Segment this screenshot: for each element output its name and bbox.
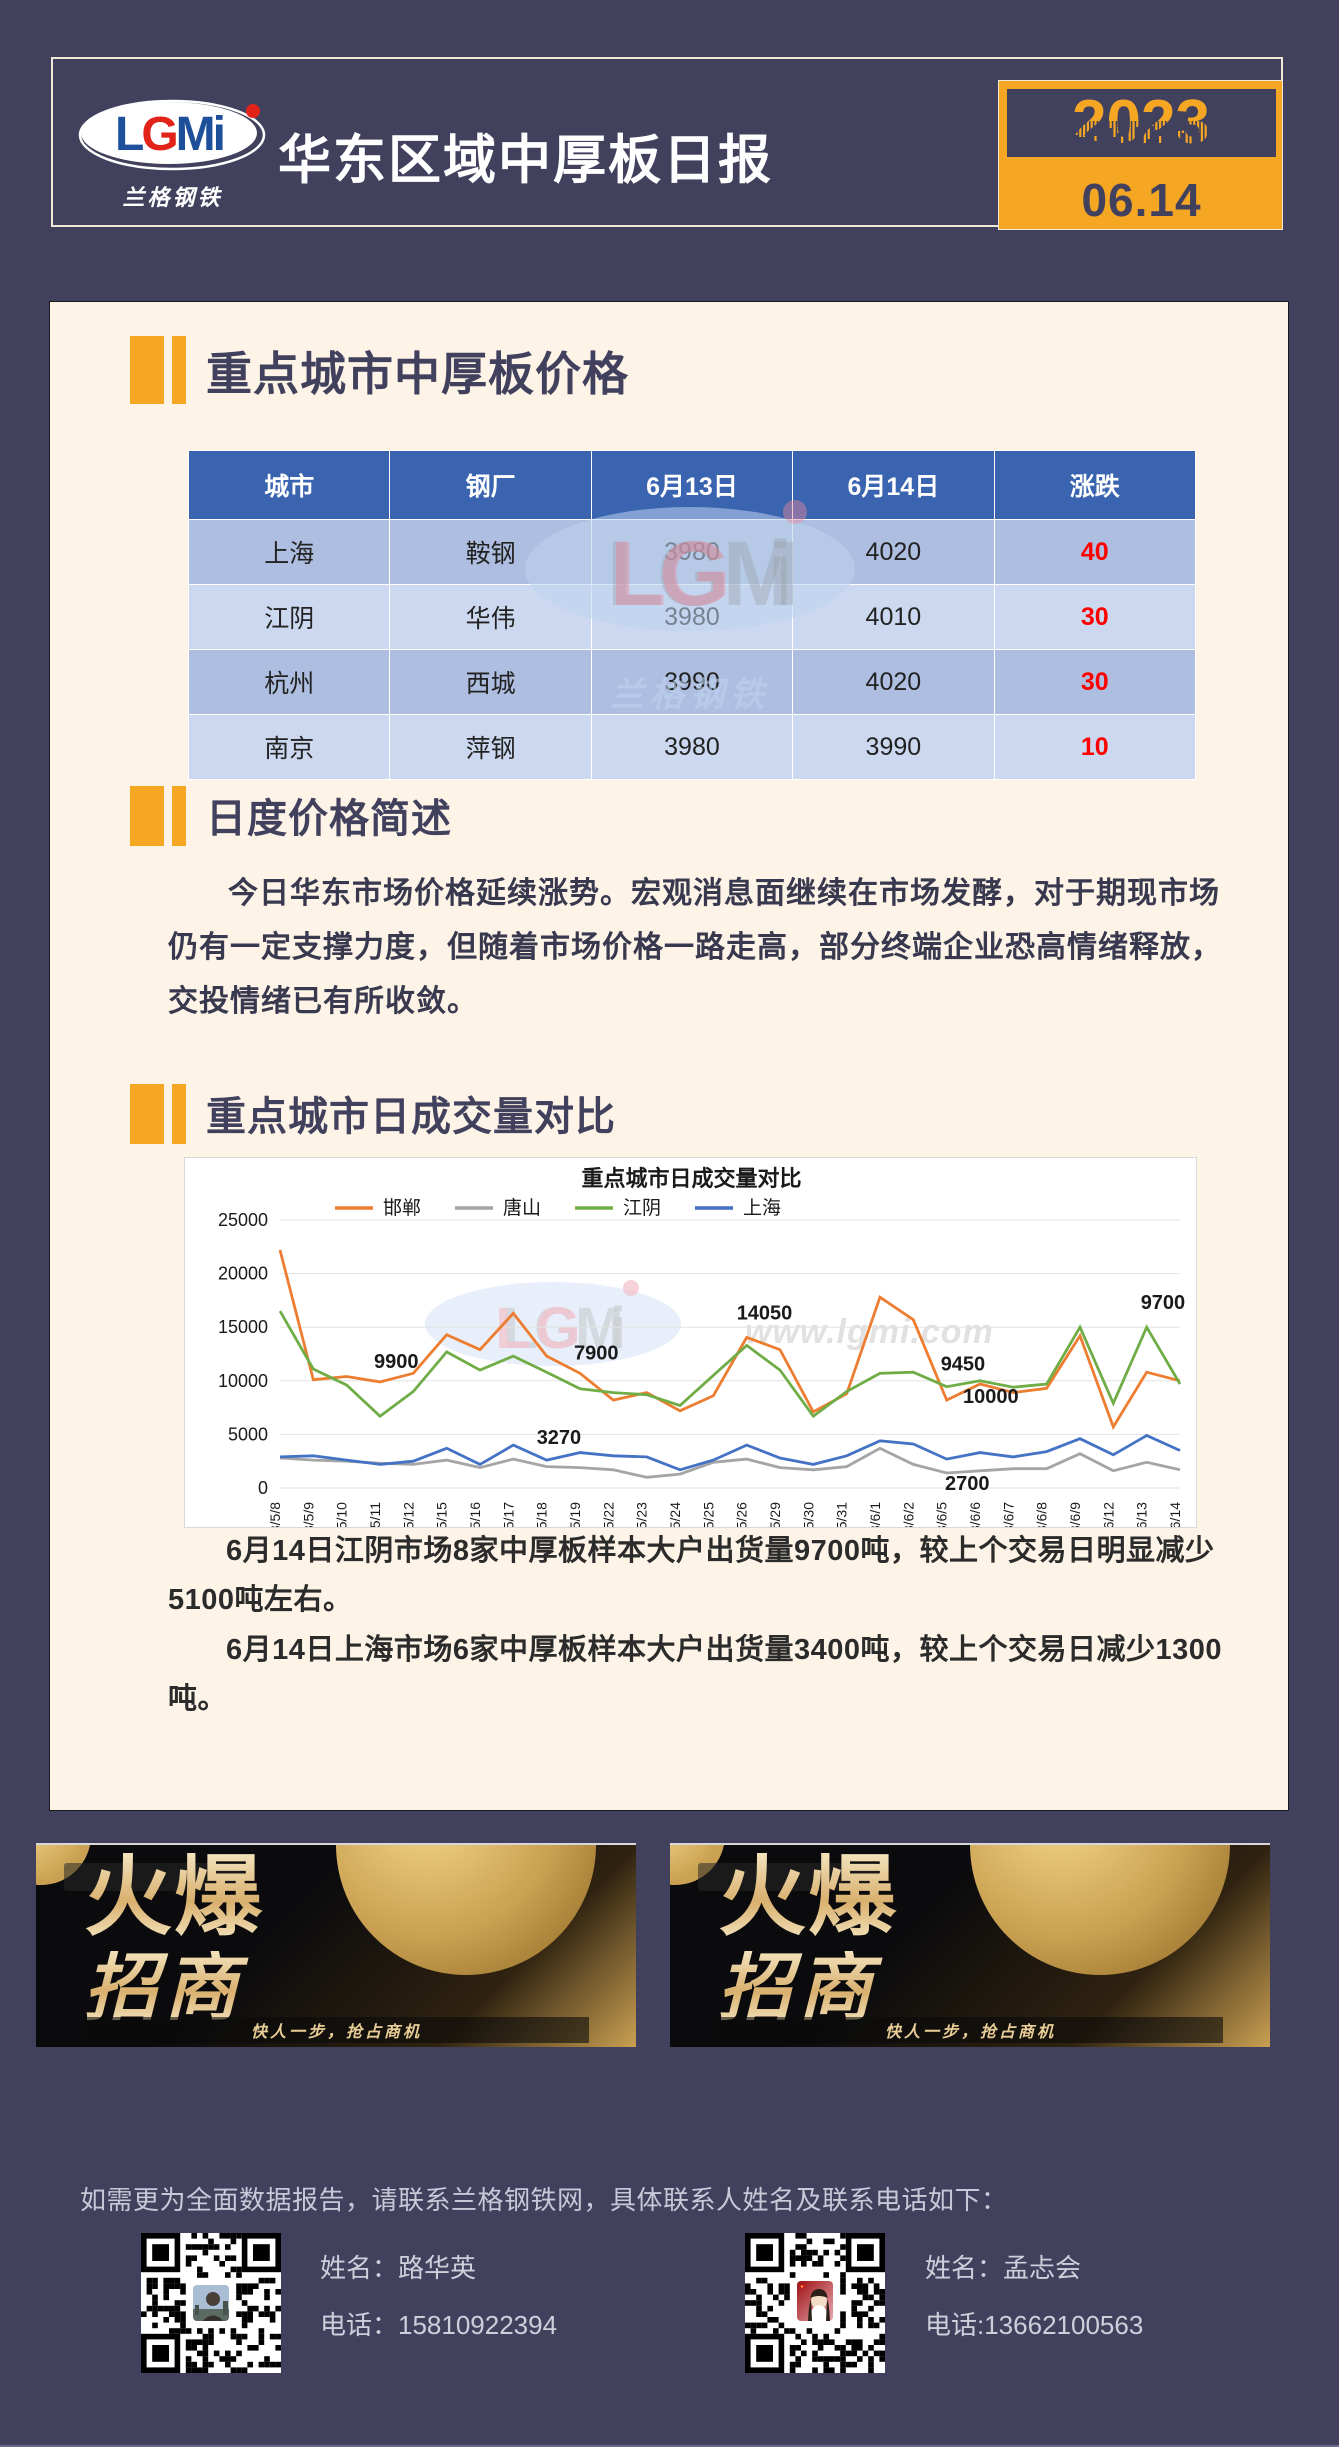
svg-text:2023/5/26: 2023/5/26 [734, 1502, 750, 1528]
svg-text:2023/6/8: 2023/6/8 [1034, 1502, 1050, 1528]
svg-text:2023/5/29: 2023/5/29 [767, 1502, 783, 1528]
svg-text:2023/6/7: 2023/6/7 [1000, 1502, 1016, 1528]
svg-text:2023/5/22: 2023/5/22 [600, 1502, 616, 1528]
svg-text:2023/5/16: 2023/5/16 [467, 1502, 483, 1528]
svg-text:2023/6/1: 2023/6/1 [867, 1502, 883, 1528]
svg-text:2023/5/23: 2023/5/23 [634, 1502, 650, 1528]
svg-text:唐山: 唐山 [503, 1197, 541, 1219]
svg-text:2023/5/17: 2023/5/17 [500, 1502, 516, 1528]
svg-text:2023/6/12: 2023/6/12 [1100, 1502, 1116, 1528]
svg-text:2023/5/8: 2023/5/8 [267, 1502, 283, 1528]
svg-text:2023/5/31: 2023/5/31 [834, 1502, 850, 1528]
svg-text:10000: 10000 [963, 1386, 1019, 1408]
svg-text:0: 0 [258, 1478, 268, 1498]
svg-text:2023/6/2: 2023/6/2 [900, 1502, 916, 1528]
svg-text:邯郸: 邯郸 [383, 1197, 421, 1219]
svg-text:15000: 15000 [218, 1317, 268, 1337]
svg-text:9900: 9900 [374, 1351, 419, 1373]
svg-text:3270: 3270 [537, 1427, 582, 1449]
svg-text:9450: 9450 [941, 1354, 986, 1376]
svg-text:10000: 10000 [218, 1371, 268, 1391]
svg-text:2023/5/12: 2023/5/12 [400, 1502, 416, 1528]
svg-text:重点城市日成交量对比: 重点城市日成交量对比 [581, 1166, 801, 1191]
svg-text:2023/5/30: 2023/5/30 [800, 1502, 816, 1528]
svg-text:2023/5/19: 2023/5/19 [567, 1502, 583, 1528]
svg-text:9700: 9700 [1141, 1292, 1186, 1314]
svg-text:2023/6/6: 2023/6/6 [967, 1502, 983, 1528]
svg-text:上海: 上海 [743, 1197, 781, 1219]
svg-text:2023/6/14: 2023/6/14 [1167, 1502, 1183, 1528]
svg-text:2023/5/25: 2023/5/25 [700, 1502, 716, 1528]
svg-text:2023/5/11: 2023/5/11 [367, 1502, 383, 1528]
svg-text:江阴: 江阴 [623, 1197, 661, 1219]
svg-text:25000: 25000 [218, 1210, 268, 1230]
svg-text:2700: 2700 [945, 1473, 990, 1495]
svg-text:2023/5/24: 2023/5/24 [667, 1502, 683, 1528]
svg-text:2023/6/13: 2023/6/13 [1134, 1502, 1150, 1528]
svg-text:2023/5/9: 2023/5/9 [300, 1502, 316, 1528]
svg-text:2023/5/10: 2023/5/10 [334, 1502, 350, 1528]
svg-text:14050: 14050 [737, 1302, 793, 1324]
svg-text:2023: 2023 [1072, 89, 1210, 157]
svg-text:LGMi: LGMi [115, 108, 223, 161]
svg-text:2023/5/15: 2023/5/15 [434, 1502, 450, 1528]
svg-text:7900: 7900 [574, 1342, 619, 1364]
svg-text:2023/6/9: 2023/6/9 [1067, 1502, 1083, 1528]
svg-text:2023/6/5: 2023/6/5 [934, 1502, 950, 1528]
svg-text:5000: 5000 [228, 1424, 268, 1444]
svg-text:2023/5/18: 2023/5/18 [534, 1502, 550, 1528]
svg-text:20000: 20000 [218, 1264, 268, 1284]
